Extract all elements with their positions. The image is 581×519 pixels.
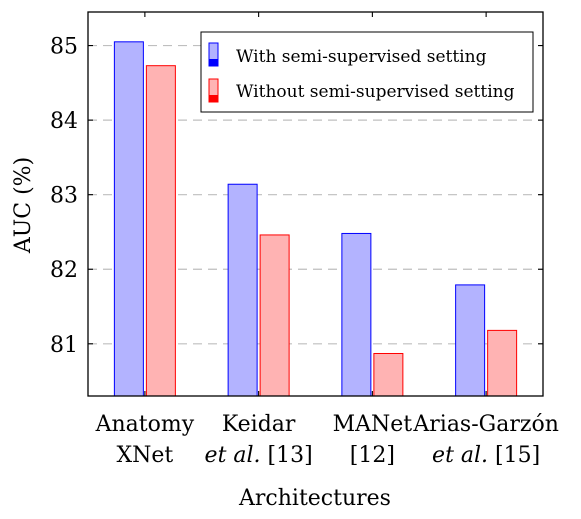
y-tick-label-84: 84 (50, 109, 78, 134)
bar-without-2 (373, 352, 404, 397)
bars (113, 41, 518, 397)
x-tick-label-0-line-0: Anatomy (95, 412, 195, 437)
bar-without-0 (145, 65, 176, 397)
x-tick-label-1-line-1: et al. [13] (205, 443, 313, 468)
bar-without-3 (487, 329, 518, 397)
x-tick-label-1-line-0: Keidar (222, 412, 296, 437)
bar-with-1 (227, 183, 258, 397)
x-axis-label: Architectures (238, 486, 391, 511)
legend-label-without-semi-supervised: Without semi-supervised setting (236, 82, 515, 102)
x-tick-label-2-line-0: MANet (333, 412, 413, 437)
y-tick-label-82: 82 (50, 258, 78, 283)
plot-frame (87, 11, 544, 397)
x-tick-label-2-line-1: [12] (350, 443, 395, 468)
axis-ticks: 81 82 83 84 85 (50, 12, 543, 396)
x-tick-label-3-line-0: Arias-Garzón (412, 412, 559, 437)
legend-swatch-dark-without-semi-supervised (209, 95, 218, 102)
legend-box (200, 31, 534, 113)
legend-swatch-dark-with-semi-supervised (209, 59, 218, 66)
legend-label-with-semi-supervised: With semi-supervised setting (236, 47, 487, 67)
bar-with-0 (113, 41, 144, 397)
legend: With semi-supervised setting Without sem… (200, 31, 534, 113)
y-axis-label: AUC (%) (11, 157, 36, 254)
y-tick-label-83: 83 (50, 184, 78, 209)
x-tick-labels: Anatomy XNet Keidar et al. [13] MANet [12] Ari… (95, 412, 559, 468)
y-tick-label-85: 85 (50, 35, 78, 60)
y-tick-label-81: 81 (50, 333, 78, 358)
bar-with-3 (455, 284, 486, 397)
x-tick-label-0-line-1: XNet (116, 443, 173, 468)
x-tick-label-3-line-1: et al. [15] (432, 443, 540, 468)
bar-without-1 (259, 234, 290, 397)
bar-with-2 (341, 232, 372, 397)
